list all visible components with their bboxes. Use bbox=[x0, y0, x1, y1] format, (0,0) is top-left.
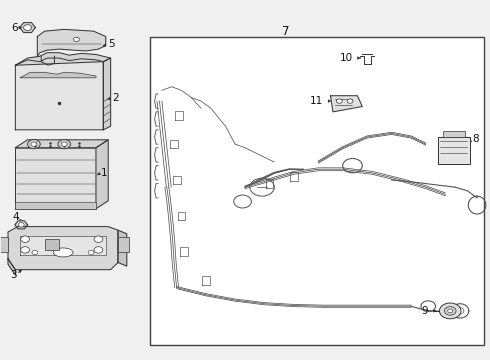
Text: 4: 4 bbox=[13, 212, 20, 222]
Bar bbox=[438, 137, 470, 164]
Text: 5: 5 bbox=[108, 40, 115, 49]
Circle shape bbox=[21, 247, 29, 253]
Text: 3: 3 bbox=[10, 270, 17, 280]
Polygon shape bbox=[20, 235, 106, 255]
Polygon shape bbox=[41, 56, 54, 65]
Text: 6: 6 bbox=[11, 23, 18, 33]
Polygon shape bbox=[20, 72, 96, 78]
Bar bbox=[443, 131, 465, 137]
Bar bbox=[0, 237, 8, 252]
Circle shape bbox=[444, 307, 456, 315]
Polygon shape bbox=[103, 58, 111, 130]
Polygon shape bbox=[20, 23, 35, 32]
Text: 1: 1 bbox=[101, 168, 107, 178]
Circle shape bbox=[32, 250, 38, 255]
Circle shape bbox=[58, 139, 71, 149]
Bar bbox=[118, 237, 129, 252]
Bar bbox=[150, 37, 485, 345]
Text: 11: 11 bbox=[310, 96, 323, 106]
Bar bbox=[45, 239, 59, 250]
Bar bbox=[15, 148, 96, 209]
Text: 2: 2 bbox=[112, 93, 119, 103]
Polygon shape bbox=[15, 140, 108, 148]
Circle shape bbox=[27, 139, 40, 149]
Circle shape bbox=[88, 250, 94, 255]
Ellipse shape bbox=[53, 248, 73, 257]
Polygon shape bbox=[96, 140, 108, 209]
Circle shape bbox=[24, 25, 31, 31]
Circle shape bbox=[21, 236, 29, 242]
Circle shape bbox=[336, 99, 342, 103]
Circle shape bbox=[448, 309, 453, 313]
Text: 10: 10 bbox=[340, 53, 352, 63]
Polygon shape bbox=[8, 259, 15, 275]
Text: 9: 9 bbox=[421, 306, 428, 316]
Text: 7: 7 bbox=[282, 25, 289, 38]
Circle shape bbox=[18, 223, 24, 227]
Circle shape bbox=[61, 142, 67, 146]
Polygon shape bbox=[118, 230, 127, 266]
Polygon shape bbox=[8, 226, 118, 270]
Circle shape bbox=[94, 247, 103, 253]
Polygon shape bbox=[15, 53, 111, 65]
Polygon shape bbox=[37, 30, 106, 56]
Polygon shape bbox=[15, 58, 103, 130]
Circle shape bbox=[347, 99, 353, 103]
Polygon shape bbox=[331, 96, 362, 112]
Circle shape bbox=[74, 37, 79, 41]
Bar bbox=[15, 202, 96, 209]
Circle shape bbox=[440, 303, 461, 319]
Polygon shape bbox=[15, 221, 27, 229]
Text: 8: 8 bbox=[472, 134, 479, 144]
Circle shape bbox=[31, 142, 37, 146]
Circle shape bbox=[94, 236, 103, 242]
